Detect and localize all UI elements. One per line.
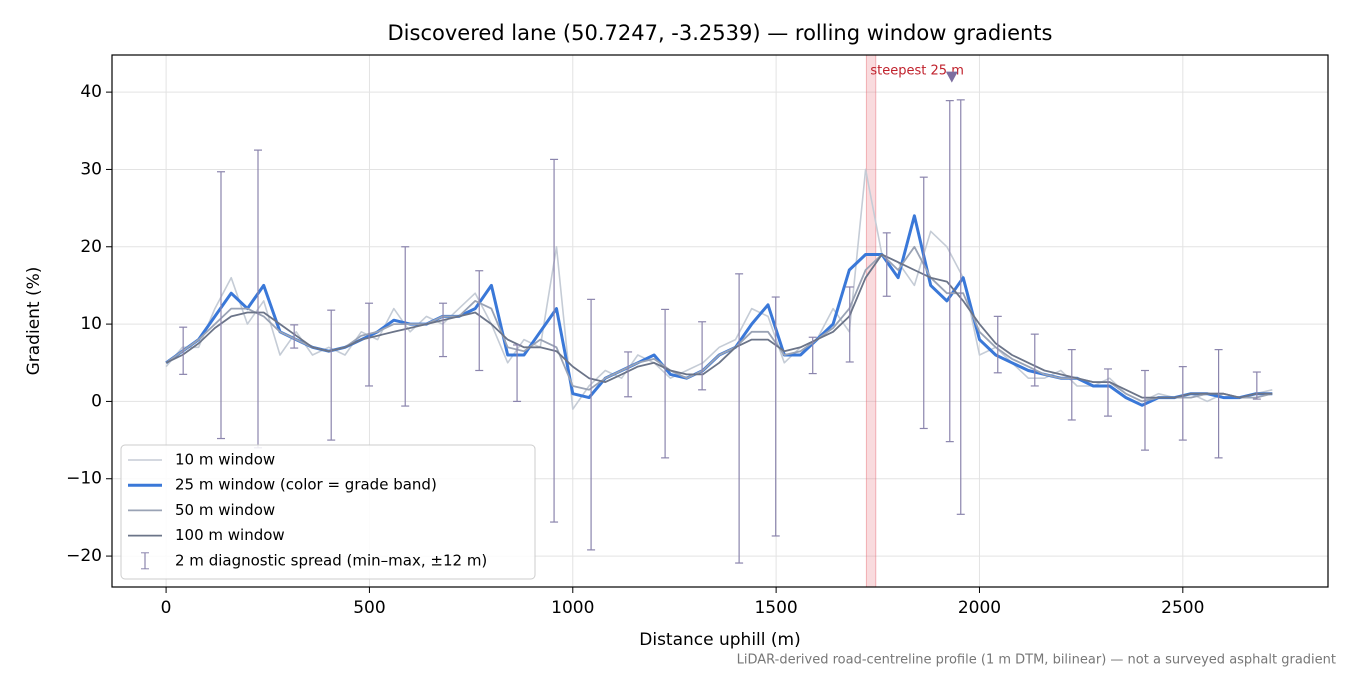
error-bar xyxy=(945,100,954,443)
error-bar xyxy=(475,270,484,372)
plot-frame xyxy=(111,54,1329,588)
error-bar xyxy=(919,176,928,430)
error-bar xyxy=(365,302,374,387)
error-bar xyxy=(735,273,744,564)
series-line xyxy=(165,168,1273,410)
chart-title: Discovered lane (50.7247, -3.2539) — rol… xyxy=(388,21,1053,45)
y-tick-label: 20 xyxy=(80,237,102,257)
footnote: LiDAR-derived road-centreline profile (1… xyxy=(737,653,1336,668)
error-bar xyxy=(439,302,448,358)
x-tick-label: 1500 xyxy=(754,598,797,618)
error-bar xyxy=(882,232,891,297)
error-bar xyxy=(661,308,670,459)
error-bar xyxy=(216,171,225,440)
y-tick-label: −20 xyxy=(66,546,102,566)
error-bar xyxy=(624,351,633,398)
plot-area: steepest 25 m xyxy=(165,54,1273,588)
legend-label: 25 m window (color = grade band) xyxy=(175,476,437,494)
x-tick-label: 2500 xyxy=(1161,598,1204,618)
error-bar xyxy=(1214,349,1223,459)
y-tick-label: 30 xyxy=(80,159,102,179)
error-bar xyxy=(401,246,410,407)
error-bar xyxy=(1103,368,1112,417)
error-bar xyxy=(1067,349,1076,421)
x-axis-label: Distance uphill (m) xyxy=(639,630,800,650)
legend-label: 100 m window xyxy=(175,526,285,544)
steepest-span xyxy=(865,54,877,588)
error-bar xyxy=(1030,333,1039,387)
x-tick-label: 0 xyxy=(161,598,172,618)
peak-marker xyxy=(945,71,958,83)
x-tick-label: 1000 xyxy=(551,598,594,618)
error-bar xyxy=(513,344,522,403)
error-bar xyxy=(845,286,854,363)
error-bar xyxy=(327,309,336,441)
y-tick-label: −10 xyxy=(66,469,102,489)
legend-label: 50 m window xyxy=(175,501,275,519)
y-axis-label: Gradient (%) xyxy=(24,267,44,376)
error-bar xyxy=(1140,369,1149,451)
error-bar xyxy=(956,99,965,515)
error-bar xyxy=(179,326,188,375)
steepest-label: steepest 25 m xyxy=(870,64,963,79)
legend: 10 m window 25 m window (color = grade ba… xyxy=(120,444,536,580)
error-bar xyxy=(587,298,596,551)
error-bar xyxy=(1252,371,1261,400)
error-bar xyxy=(1178,366,1187,441)
y-tick-label: 10 xyxy=(80,314,102,334)
legend-label: 10 m window xyxy=(175,451,275,469)
error-bar xyxy=(290,324,299,349)
y-tick-label: 0 xyxy=(91,391,102,411)
y-tick-label: 40 xyxy=(80,82,102,102)
error-bar xyxy=(771,296,780,537)
x-tick-label: 2000 xyxy=(958,598,1001,618)
error-bar xyxy=(808,336,817,375)
legend-label: 2 m diagnostic spread (min–max, ±12 m) xyxy=(175,551,487,569)
error-bar xyxy=(993,315,1002,374)
error-bar xyxy=(550,158,559,523)
x-tick-label: 500 xyxy=(353,598,385,618)
error-bar xyxy=(698,321,707,391)
series-line xyxy=(165,253,1273,399)
legend-box xyxy=(120,444,536,580)
